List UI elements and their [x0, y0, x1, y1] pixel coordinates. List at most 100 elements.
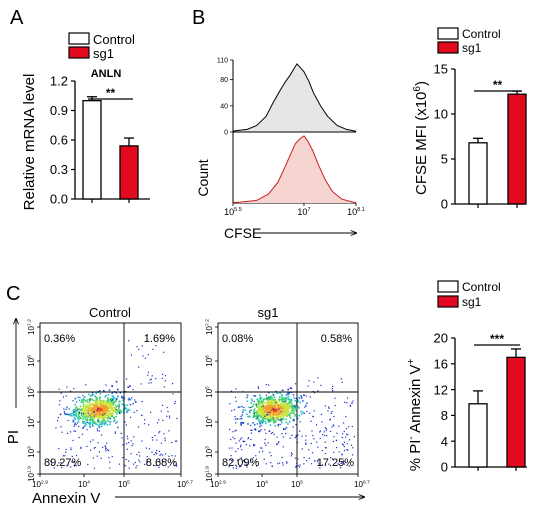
event-dot — [275, 407, 278, 410]
event-dot — [287, 414, 289, 416]
scatter-x-tick-label: 105 — [291, 480, 303, 489]
event-dot — [98, 424, 101, 426]
event-dot — [58, 388, 60, 390]
event-dot — [104, 407, 106, 410]
event-dot — [166, 406, 168, 409]
event-dot — [127, 438, 129, 440]
event-dot — [130, 440, 132, 442]
event-dot — [330, 412, 332, 414]
event-dot — [245, 464, 247, 466]
event-dot — [254, 395, 257, 397]
event-dot — [127, 441, 130, 444]
event-dot — [146, 456, 148, 458]
event-dot — [285, 433, 287, 435]
event-dot — [294, 405, 297, 407]
event-dot — [298, 414, 300, 417]
event-dot — [87, 410, 90, 413]
event-dot — [265, 444, 267, 446]
event-dot — [83, 411, 86, 413]
event-dot — [73, 423, 76, 426]
event-dot — [92, 414, 95, 417]
event-dot — [279, 418, 282, 421]
event-dot — [236, 459, 239, 461]
event-dot — [265, 401, 268, 404]
event-dot — [75, 401, 78, 403]
event-dot — [332, 385, 334, 387]
event-dot — [343, 445, 345, 448]
event-dot — [90, 398, 92, 400]
event-dot — [74, 397, 77, 400]
panel-label-a: A — [10, 7, 24, 29]
event-dot — [262, 405, 265, 407]
event-dot — [317, 377, 319, 379]
event-dot — [159, 454, 161, 456]
event-dot — [167, 466, 169, 468]
event-dot — [111, 412, 114, 415]
event-dot — [107, 402, 109, 404]
event-dot — [268, 430, 271, 433]
event-dot — [94, 404, 96, 407]
legend-label-sg1: sg1 — [462, 41, 482, 55]
event-dot — [250, 406, 252, 409]
event-dot — [158, 432, 160, 434]
event-dot — [351, 425, 353, 428]
event-dot — [235, 422, 237, 424]
event-dot — [316, 441, 318, 443]
event-dot — [50, 460, 52, 462]
event-dot — [97, 405, 99, 408]
event-dot — [173, 461, 175, 463]
event-dot — [102, 415, 105, 417]
event-dot — [343, 430, 345, 433]
legend-swatch-control — [437, 27, 459, 40]
event-dot — [94, 411, 97, 413]
event-dot — [80, 414, 83, 416]
event-dot — [130, 453, 132, 455]
event-dot — [265, 432, 267, 434]
event-dot — [265, 422, 267, 425]
event-dot — [329, 419, 331, 421]
event-dot — [333, 425, 335, 427]
event-dot — [286, 405, 289, 408]
event-dot — [156, 464, 158, 467]
event-dot — [234, 418, 236, 420]
event-dot — [292, 426, 294, 428]
event-dot — [326, 435, 328, 437]
event-dot — [75, 413, 77, 415]
event-dot — [299, 421, 301, 423]
event-dot — [272, 417, 274, 419]
quadrant-lr-percent: 17.25% — [317, 457, 355, 469]
event-dot — [74, 408, 76, 411]
event-dot — [253, 403, 255, 406]
event-dot — [163, 351, 165, 353]
event-dot — [155, 453, 158, 455]
event-dot — [80, 446, 82, 448]
event-dot — [108, 410, 111, 412]
event-dot — [268, 397, 270, 399]
event-dot — [247, 423, 249, 425]
event-dot — [262, 412, 264, 415]
event-dot — [317, 459, 319, 462]
event-dot — [125, 458, 127, 461]
event-dot — [252, 415, 255, 417]
event-dot — [345, 436, 347, 438]
event-dot — [261, 415, 264, 418]
event-dot — [108, 412, 111, 415]
event-dot — [328, 463, 330, 465]
event-dot — [102, 418, 105, 421]
event-dot — [118, 410, 120, 412]
event-dot — [278, 404, 281, 407]
event-dot — [275, 443, 278, 445]
event-dot — [65, 448, 67, 451]
quadrant-ul-percent: 0.36% — [44, 333, 75, 345]
event-dot — [119, 409, 121, 412]
event-dot — [112, 397, 114, 400]
event-dot — [91, 398, 94, 401]
event-dot — [302, 400, 304, 402]
legend-label-sg1: sg1 — [93, 46, 114, 61]
event-dot — [174, 455, 176, 457]
event-dot — [115, 397, 117, 400]
event-dot — [349, 404, 351, 406]
scatter-y-tick-label: 103 — [27, 446, 36, 458]
event-dot — [130, 354, 133, 356]
event-dot — [257, 387, 260, 389]
